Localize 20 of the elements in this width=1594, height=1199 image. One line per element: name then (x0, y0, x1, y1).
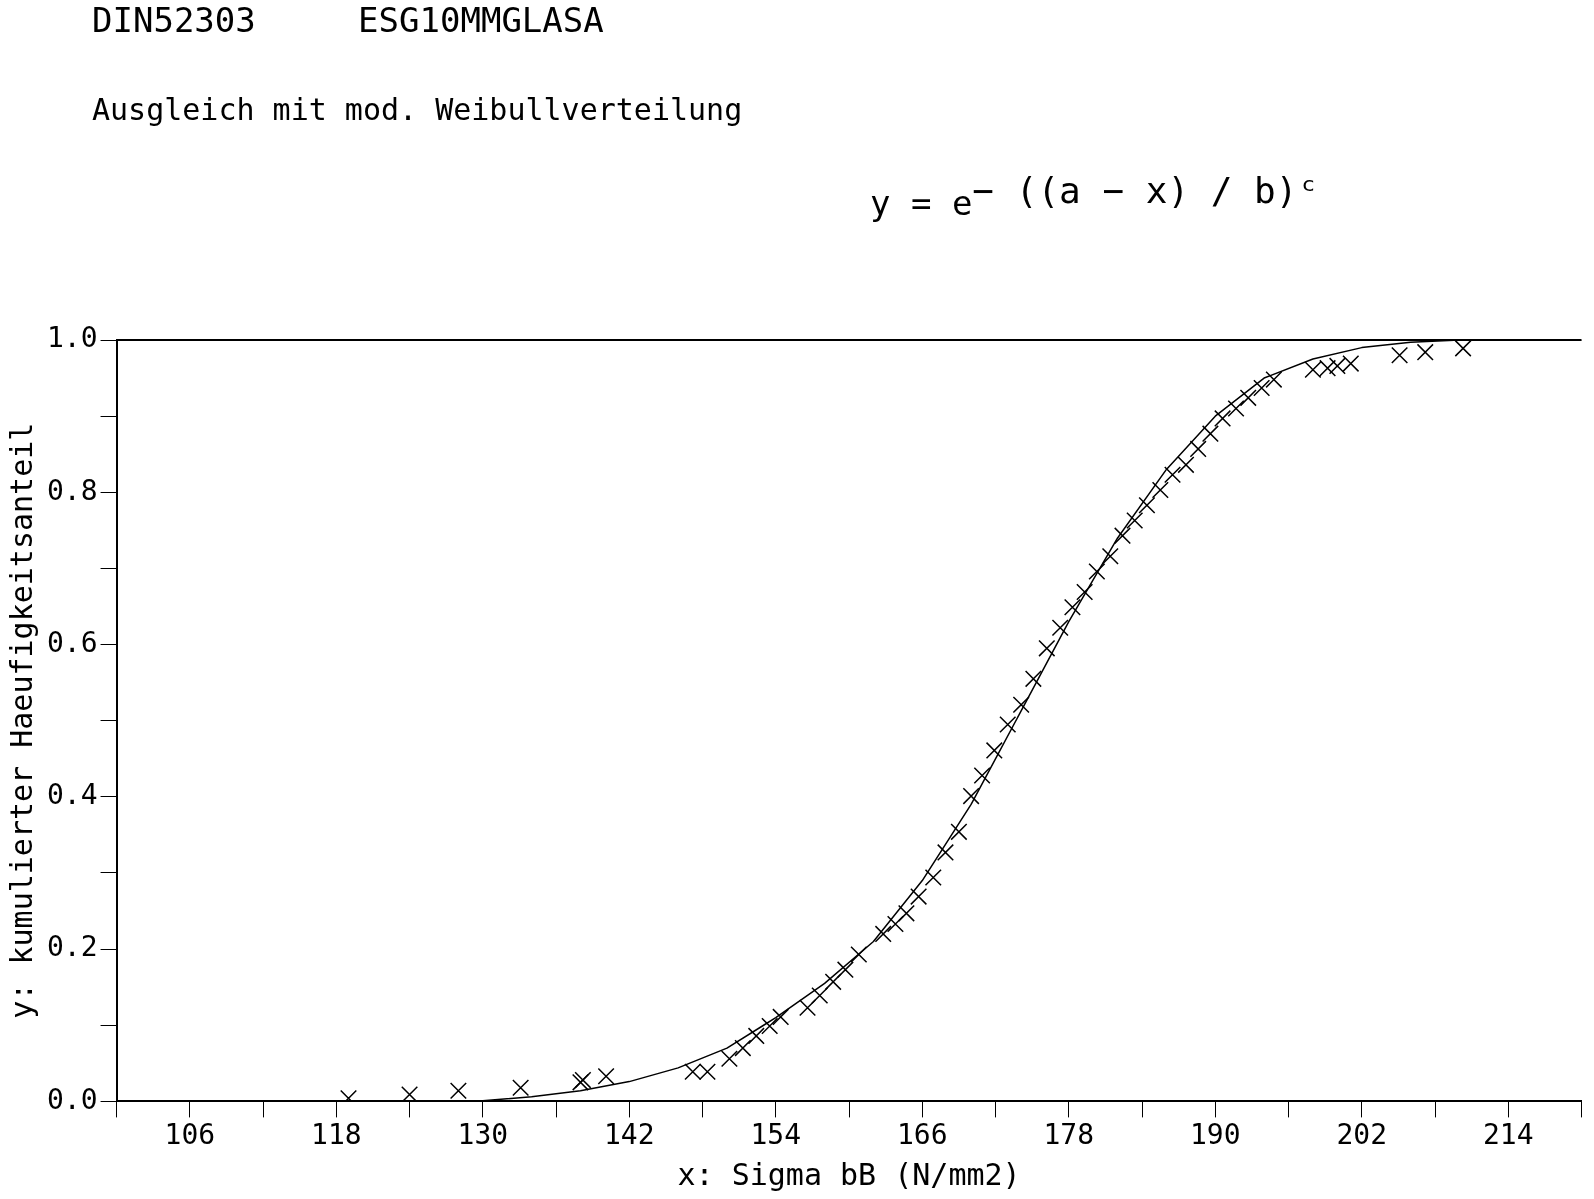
x-tick-label: 154 (750, 1118, 802, 1152)
chart-subtitle: Ausgleich mit mod. Weibullverteilung (92, 92, 743, 127)
x-tick-label: 130 (457, 1118, 509, 1152)
y-tick-label: 0.0 (46, 1082, 98, 1116)
chart-title: DIN52303 ESG10MMGLASA (92, 0, 604, 40)
y-tick-label: 0.4 (46, 778, 98, 812)
x-tick-label: 106 (164, 1118, 216, 1152)
y-axis-title: y: kumulierter Haeufigkeitsanteil (3, 422, 39, 1019)
x-tick-label: 178 (1043, 1118, 1095, 1152)
y-tick-label: 0.2 (46, 930, 98, 964)
y-tick-label: 0.8 (46, 473, 98, 507)
y-tick-label: 1.0 (46, 321, 98, 355)
x-tick-label: 202 (1336, 1118, 1388, 1152)
x-tick-label: 190 (1189, 1118, 1241, 1152)
x-tick-label: 166 (896, 1118, 948, 1152)
x-tick-label: 214 (1482, 1118, 1534, 1152)
y-tick-label: 0.6 (46, 625, 98, 659)
x-axis-title: x: Sigma bB (N/mm2) (677, 1156, 1021, 1192)
x-tick-label: 142 (604, 1118, 655, 1152)
x-tick-label: 118 (311, 1118, 362, 1152)
